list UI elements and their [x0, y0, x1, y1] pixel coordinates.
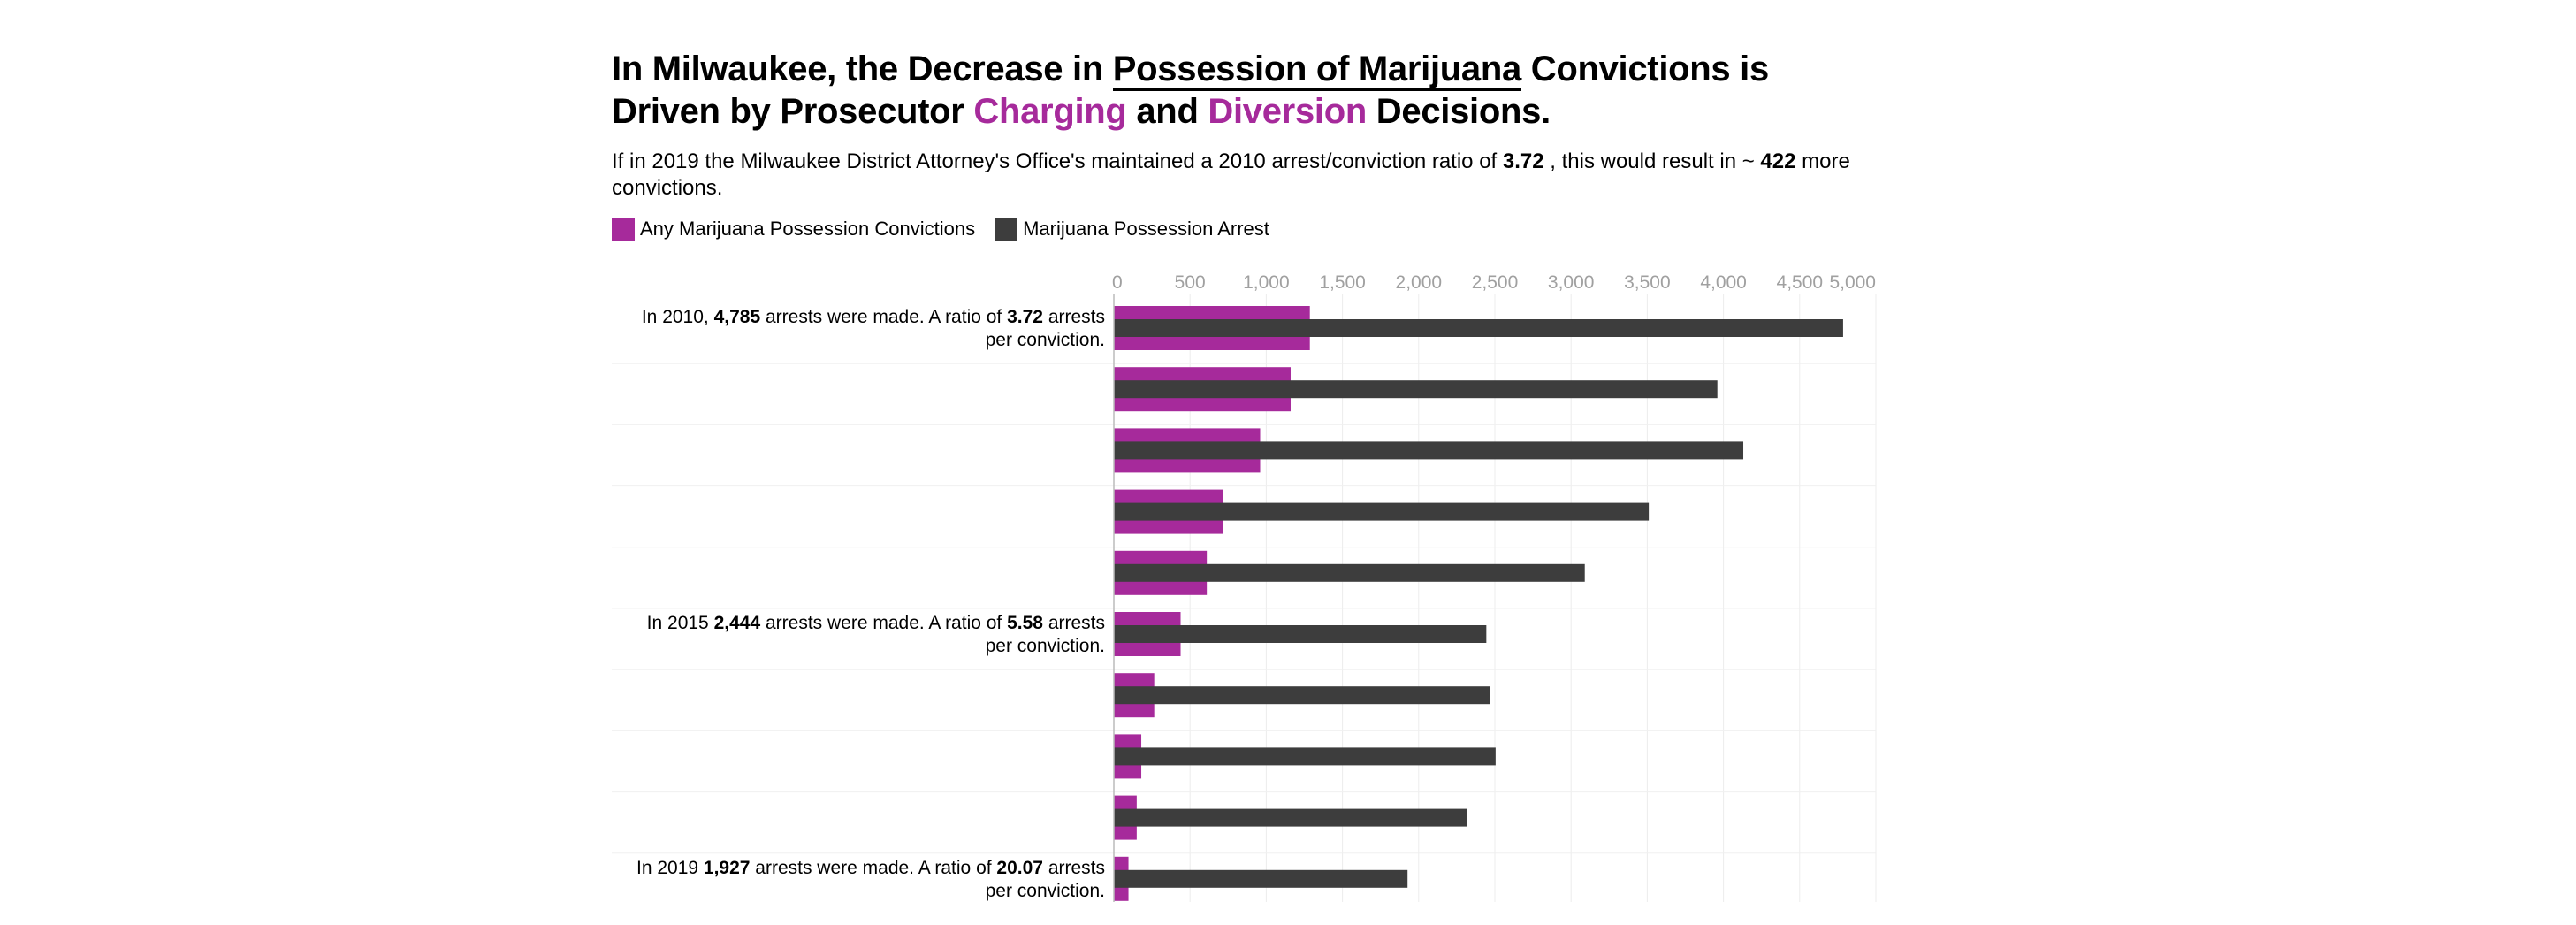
x-tick-label: 3,500: [1624, 272, 1671, 293]
x-tick-label: 2,000: [1396, 272, 1443, 293]
legend-label-arrests: Marijuana Possession Arrest: [1023, 218, 1269, 240]
x-tick-label: 1,500: [1319, 272, 1366, 293]
x-tick-label: 3,000: [1548, 272, 1595, 293]
title-part2: Convictions is Driven by Prosecutor: [612, 50, 1769, 131]
row-label-2010-line2: per conviction.: [986, 330, 1105, 350]
bar-arrests-2011: [1114, 380, 1718, 399]
bar-arrests-2013: [1114, 502, 1650, 521]
title-underlined: Possession of Marijuana: [1112, 50, 1521, 91]
row-label-2019-line1: In 2019 1,927 arrests were made. A ratio…: [636, 858, 1105, 878]
x-tick-label: 0: [1112, 272, 1123, 293]
bar-arrests-2017: [1114, 747, 1496, 766]
bar-arrests-2010: [1114, 319, 1843, 337]
bar-arrests-2015: [1114, 625, 1487, 643]
row-label-2015-line1: In 2015 2,444 arrests were made. A ratio…: [647, 613, 1105, 633]
bar-arrests-2019: [1114, 869, 1408, 888]
bar-arrests-2016: [1114, 686, 1490, 705]
legend-item-convictions: Any Marijuana Possession Convictions: [612, 218, 975, 241]
legend-item-arrests: Marijuana Possession Arrest: [995, 218, 1269, 241]
row-label-2010-line1: In 2010, 4,785 arrests were made. A rati…: [642, 307, 1105, 327]
subtitle-ratio: 3.72: [1502, 149, 1544, 173]
chart-container: In Milwaukee, the Decrease in Possession…: [612, 48, 1885, 241]
x-tick-label: 500: [1175, 272, 1206, 293]
bar-arrests-2018: [1114, 808, 1467, 827]
x-tick-label: 5,000: [1829, 272, 1876, 293]
bar-arrests-2012: [1114, 441, 1744, 460]
title-accent-charging: Charging: [973, 92, 1127, 131]
subtitle-part1: If in 2019 the Milwaukee District Attorn…: [612, 149, 1503, 173]
x-tick-label: 4,500: [1777, 272, 1824, 293]
legend-label-convictions: Any Marijuana Possession Convictions: [640, 218, 976, 240]
row-label-2019-line2: per conviction.: [986, 881, 1105, 901]
chart-title: In Milwaukee, the Decrease in Possession…: [612, 48, 1885, 133]
x-tick-label: 2,500: [1472, 272, 1519, 293]
row-label-2015-line2: per conviction.: [986, 636, 1105, 656]
title-part3: and: [1126, 92, 1208, 131]
subtitle-extra: 422: [1760, 149, 1796, 173]
title-accent-diversion: Diversion: [1208, 92, 1367, 131]
bar-chart: 0 500 1,000 1,500 2,000 2,500 3,000 3,500 4,000 4…: [612, 272, 1877, 902]
title-part1: In Milwaukee, the Decrease in: [612, 50, 1113, 88]
legend: Any Marijuana Possession Convictions Mar…: [612, 218, 1885, 241]
legend-swatch-convictions: [612, 218, 635, 241]
subtitle-part3: more convictions.: [612, 149, 1850, 200]
bar-arrests-2014: [1114, 563, 1585, 582]
x-tick-label: 1,000: [1243, 272, 1290, 293]
x-tick-label: 4,000: [1700, 272, 1747, 293]
chart-subtitle: If in 2019 the Milwaukee District Attorn…: [612, 149, 1885, 202]
legend-swatch-arrests: [995, 218, 1018, 241]
title-part4: Decisions.: [1366, 92, 1551, 131]
subtitle-part2: , this would result in ~: [1543, 149, 1761, 173]
